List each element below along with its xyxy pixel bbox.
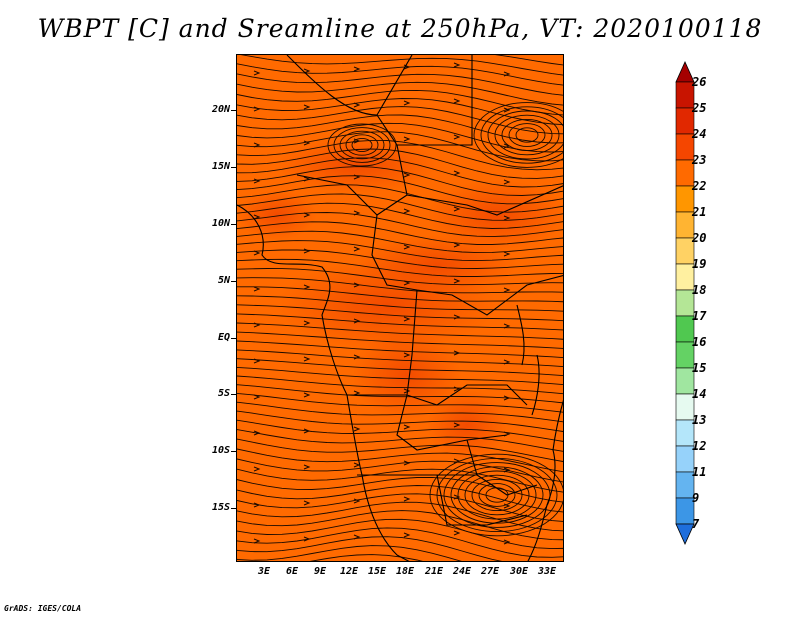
colorbar-label: 26 <box>692 75 707 89</box>
colorbar-label: 17 <box>692 309 707 323</box>
lat-label-10s: 10S <box>211 445 230 456</box>
lat-tick <box>231 167 236 168</box>
colorbar-label: 12 <box>692 439 707 453</box>
lon-label-6e: 6E <box>285 566 299 577</box>
lon-label-33e: 33E <box>537 566 557 577</box>
lat-tick <box>231 281 236 282</box>
colorbar-label: 23 <box>692 153 707 167</box>
grads-credit: GrADS: IGES/COLA <box>4 604 82 613</box>
wbpt-field <box>237 55 563 561</box>
lat-label-5s: 5S <box>217 388 230 399</box>
lat-label-10n: 10N <box>211 218 230 229</box>
colorbar-label: 19 <box>692 257 707 271</box>
lon-label-12e: 12E <box>339 566 359 577</box>
plot-title: WBPT [C] and Sreamline at 250hPa, VT: 20… <box>37 14 763 43</box>
colorbar-label: 14 <box>692 387 707 401</box>
lat-tick <box>231 394 236 395</box>
coastline-and-borders <box>237 55 563 561</box>
lon-label-9e: 9E <box>313 566 327 577</box>
lat-tick <box>231 338 236 339</box>
lon-label-27e: 27E <box>480 566 500 577</box>
colorbar-bottom-arrow <box>675 523 695 545</box>
colorbar-label: 16 <box>692 335 707 349</box>
lon-label-24e: 24E <box>452 566 472 577</box>
colorbar-label: 20 <box>692 231 707 245</box>
colorbar <box>675 61 695 545</box>
lat-label-15n: 15N <box>211 161 230 172</box>
lat-label-15s: 15S <box>211 502 230 513</box>
lat-tick <box>231 451 236 452</box>
lon-label-3e: 3E <box>257 566 271 577</box>
colorbar-label: 24 <box>692 127 707 141</box>
lat-label-20n: 20N <box>211 104 230 115</box>
lon-label-18e: 18E <box>395 566 415 577</box>
lat-tick <box>231 224 236 225</box>
colorbar-label: 21 <box>692 205 707 219</box>
colorbar-label: 11 <box>692 465 707 479</box>
map-panel <box>236 54 564 562</box>
colorbar-label: 18 <box>692 283 707 297</box>
lon-label-30e: 30E <box>509 566 529 577</box>
colorbar-label: 25 <box>692 101 707 115</box>
lon-label-21e: 21E <box>424 566 444 577</box>
colorbar-label: 9 <box>692 491 700 505</box>
colorbar-label: 7 <box>692 517 700 531</box>
colorbar-label: 15 <box>692 361 707 375</box>
lat-tick <box>231 110 236 111</box>
lat-label-5n: 5N <box>217 275 230 286</box>
lon-label-15e: 15E <box>367 566 387 577</box>
streamlines <box>237 55 563 561</box>
lat-tick <box>231 508 236 509</box>
colorbar-label: 22 <box>692 179 707 193</box>
colorbar-label: 13 <box>692 413 707 427</box>
lat-label-eq: EQ <box>217 332 230 343</box>
